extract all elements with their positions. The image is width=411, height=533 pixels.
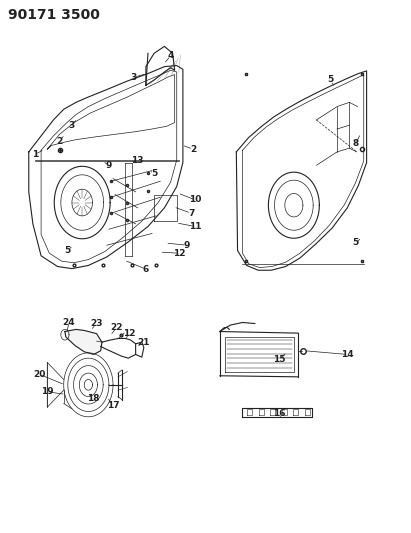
Polygon shape: [65, 329, 102, 354]
Text: 15: 15: [273, 356, 286, 364]
Text: 12: 12: [173, 249, 185, 257]
Text: 6: 6: [143, 265, 149, 273]
Text: 7: 7: [188, 209, 194, 217]
Text: 14: 14: [341, 350, 353, 359]
Text: 5: 5: [65, 246, 71, 255]
Text: 1: 1: [32, 150, 38, 159]
Text: 13: 13: [132, 157, 144, 165]
Text: 18: 18: [88, 394, 100, 402]
Text: 10: 10: [189, 196, 201, 204]
Text: 11: 11: [189, 222, 201, 231]
Text: 9: 9: [184, 241, 190, 249]
Text: 2: 2: [56, 137, 63, 146]
Text: 3: 3: [69, 121, 75, 130]
Text: 24: 24: [63, 318, 75, 327]
Text: 5: 5: [151, 169, 157, 177]
Text: 5: 5: [328, 76, 334, 84]
Text: 2: 2: [190, 145, 196, 154]
Text: 8: 8: [352, 140, 359, 148]
Text: 4: 4: [167, 52, 174, 60]
Text: 23: 23: [90, 319, 103, 328]
Text: 22: 22: [110, 324, 122, 332]
Text: 90171 3500: 90171 3500: [8, 8, 100, 22]
Text: 20: 20: [33, 370, 45, 378]
Text: 12: 12: [123, 329, 136, 337]
Text: 19: 19: [41, 387, 53, 396]
Text: 3: 3: [130, 73, 137, 82]
Text: 21: 21: [137, 338, 149, 346]
Text: 17: 17: [107, 401, 119, 409]
Text: 16: 16: [273, 409, 286, 417]
Text: 9: 9: [106, 161, 112, 169]
Text: 5: 5: [352, 238, 359, 247]
